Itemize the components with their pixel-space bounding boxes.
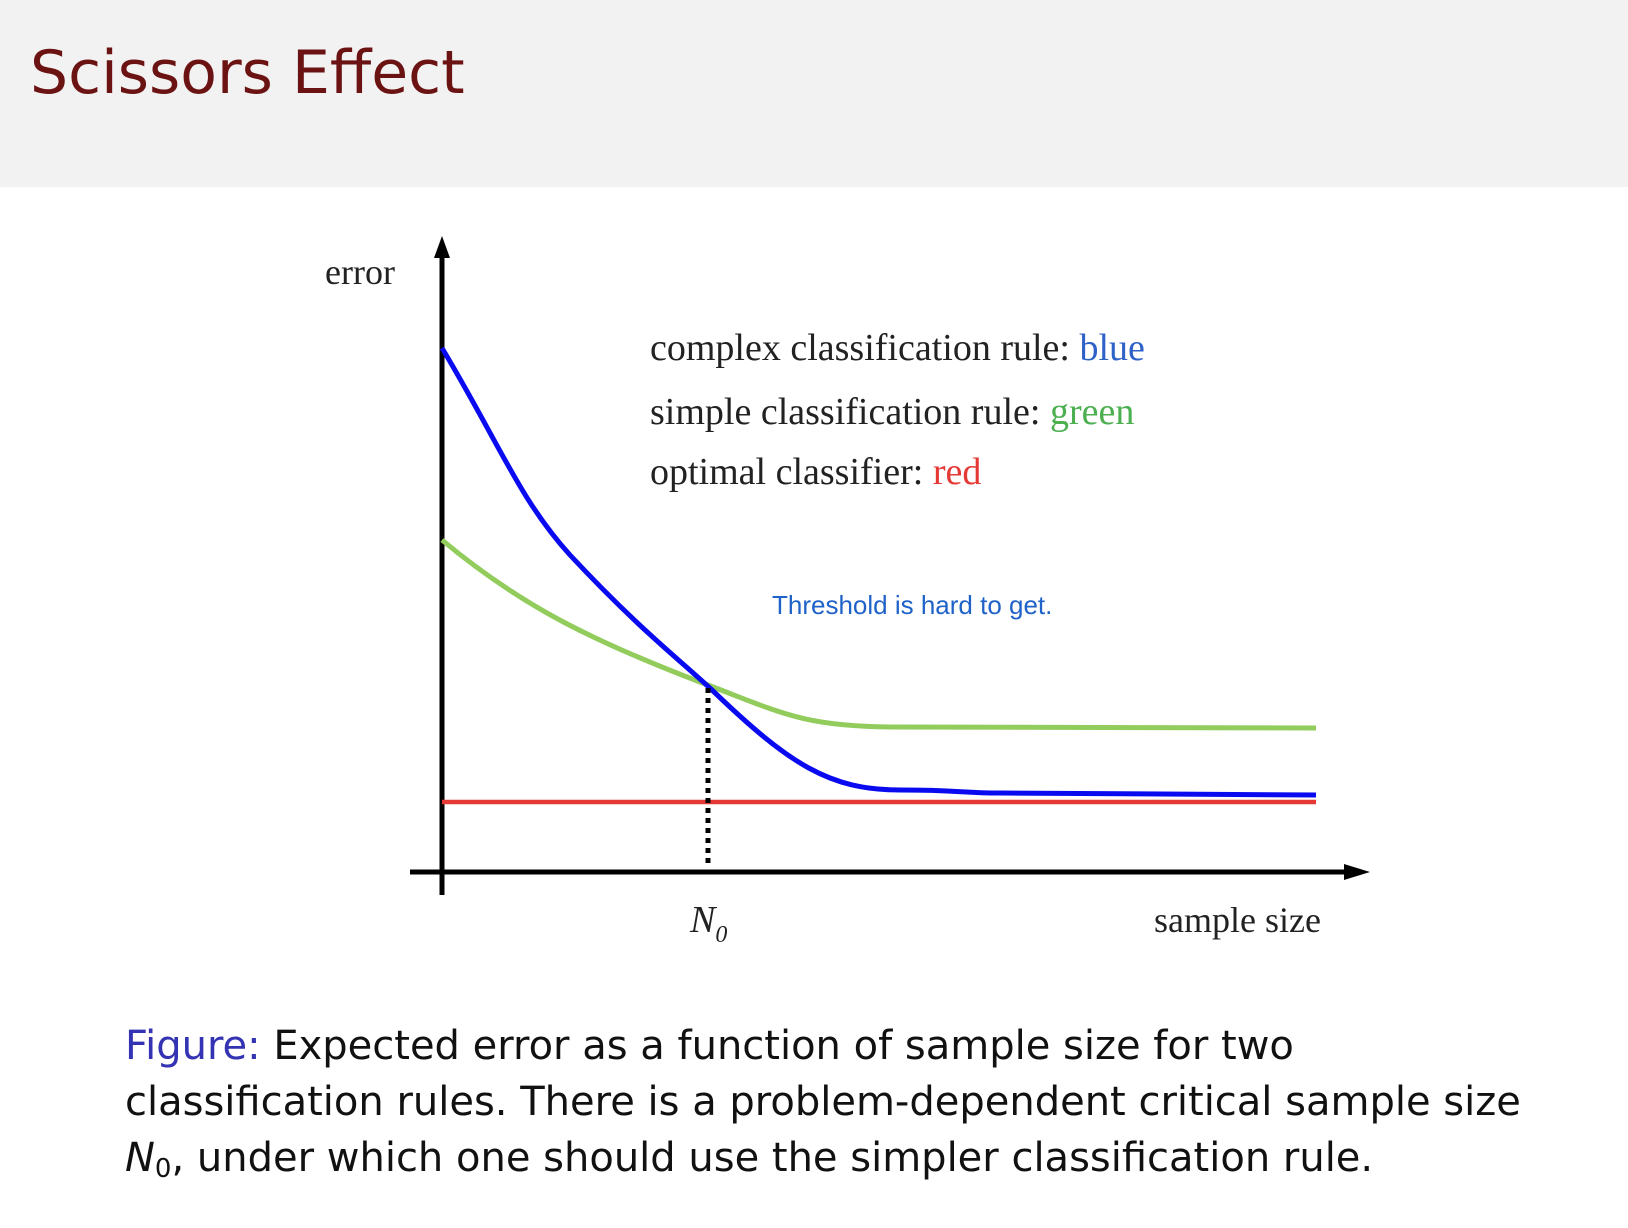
y-axis-arrowhead [434,236,450,258]
x-axis-arrowhead [1344,864,1370,880]
legend-optimal-text: optimal classifier: [650,451,933,493]
simple-rule-curve [440,538,1317,731]
n0-label: N0 [689,899,727,948]
y-axis-label: error [325,252,395,292]
legend-optimal: optimal classifier: red [650,451,981,493]
caption-text-1: Expected error as a function of sample s… [125,1023,1521,1125]
legend-complex-color-word: blue [1079,327,1144,369]
legend-optimal-color-word: red [933,451,982,493]
n0-label-main: N [689,899,718,941]
caption-n0-sub: 0 [154,1154,172,1184]
x-axis-label: sample size [1154,900,1321,940]
legend-complex: complex classification rule: blue [650,327,1145,369]
legend-simple-color-word: green [1050,391,1134,433]
legend-simple: simple classification rule: green [650,391,1134,433]
slide-header: Scissors Effect [0,0,1628,187]
complex-rule-curve [439,346,1317,798]
scissors-effect-figure: error sample size N0 complex classificat… [325,236,1370,948]
caption-n0-main: N [125,1135,155,1181]
legend-complex-text: complex classification rule: [650,327,1079,369]
slide-title: Scissors Effect [30,38,465,108]
caption-text-2: , under which one should use the simpler… [171,1135,1374,1181]
legend-simple-text: simple classification rule: [650,391,1050,433]
n0-label-sub: 0 [715,922,727,948]
caption-n0: N0 [125,1135,172,1184]
figure-caption: Figure: Expected error as a function of … [125,1018,1565,1186]
threshold-annotation: Threshold is hard to get. [772,590,1052,620]
caption-label: Figure: [125,1023,261,1069]
